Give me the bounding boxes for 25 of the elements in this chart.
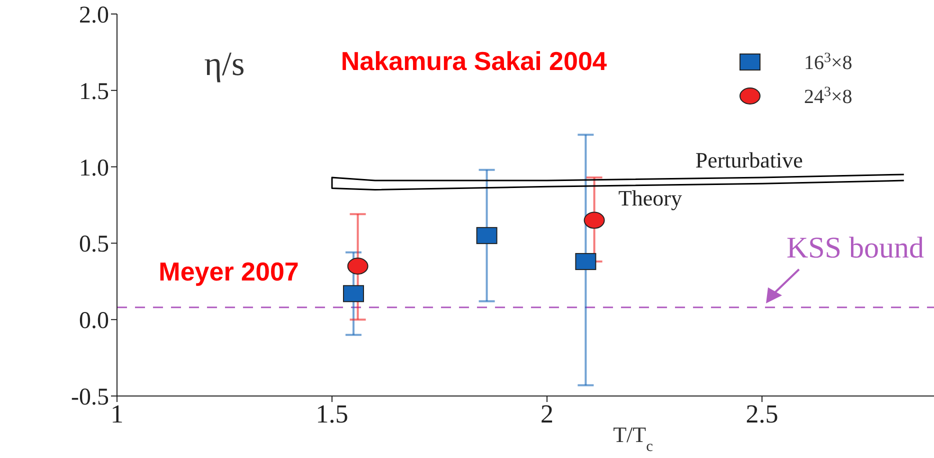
point	[476, 227, 498, 244]
point	[347, 258, 368, 275]
ref-line-label: KSS bound	[786, 231, 924, 264]
legend-label: 16$^{3}$×8	[804, 50, 852, 74]
x-tick-label: 2.5	[746, 399, 778, 428]
point	[343, 285, 364, 302]
x-tick-label: 1	[110, 399, 124, 428]
line-series	[331, 174, 905, 190]
legend-label: 24$^{3}$×8	[804, 84, 852, 108]
annotation: Theory	[618, 185, 682, 210]
x-tick-label: 2	[540, 399, 554, 428]
point	[584, 212, 605, 229]
y-tick-label: 0.5	[79, 232, 109, 258]
y-tick-label: 1.5	[79, 78, 109, 105]
y-axis-title: η/s	[204, 46, 245, 84]
y-tick-label: 0.0	[79, 308, 109, 334]
x-tick-label: 1.5	[316, 399, 348, 428]
annotation: Meyer 2007	[158, 256, 299, 287]
y-tick-label: 1.0	[79, 155, 109, 182]
point	[575, 253, 596, 270]
annotation: Perturbative	[695, 147, 803, 172]
y-tick-label: 2.0	[79, 2, 109, 29]
y-tick-label: -0.5	[71, 384, 109, 411]
x-axis-title: T/T$_{c}$	[613, 422, 654, 454]
annotation: Nakamura Sakai 2004	[340, 46, 608, 76]
